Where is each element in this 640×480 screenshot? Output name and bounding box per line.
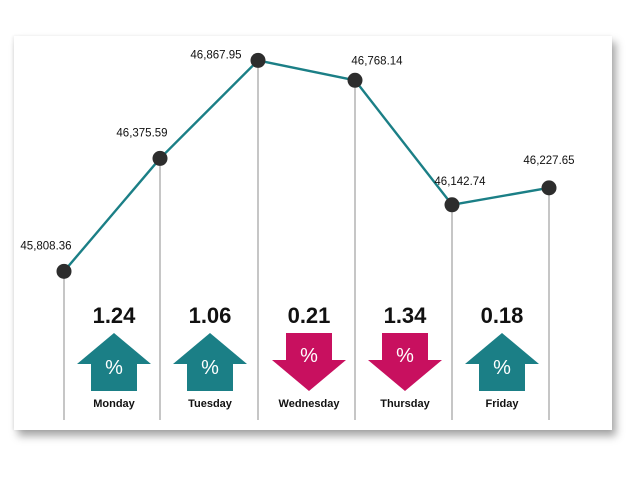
- day-label-3: Thursday: [380, 398, 430, 410]
- data-point-4: [444, 197, 460, 213]
- day-label-1: Tuesday: [188, 398, 233, 410]
- value-label-3: 46,768.14: [351, 55, 403, 67]
- day-label-4: Friday: [485, 398, 519, 410]
- percent-symbol-1: %: [201, 357, 219, 379]
- data-point-5: [541, 180, 557, 196]
- value-label-1: 46,375.59: [116, 127, 167, 139]
- day-label-0: Monday: [93, 398, 135, 410]
- up-arrow-icon-0: [77, 333, 151, 391]
- data-point-0: [56, 263, 72, 279]
- percent-symbol-3: %: [396, 345, 414, 367]
- change-value-3: 1.34: [384, 303, 428, 328]
- data-point-3: [347, 72, 363, 88]
- day-label-2: Wednesday: [279, 398, 341, 410]
- up-arrow-icon-4: [465, 333, 539, 391]
- value-label-4: 46,142.74: [434, 176, 486, 188]
- percent-symbol-0: %: [105, 357, 123, 379]
- change-value-1: 1.06: [189, 303, 232, 328]
- up-arrow-icon-1: [173, 333, 247, 391]
- change-value-4: 0.18: [481, 303, 524, 328]
- series-line: [63, 59, 550, 273]
- percent-symbol-2: %: [300, 345, 318, 367]
- value-label-5: 46,227.65: [523, 155, 574, 167]
- down-arrow-icon-3: [368, 333, 442, 391]
- change-value-0: 1.24: [93, 303, 137, 328]
- change-value-2: 0.21: [288, 303, 331, 328]
- value-label-0: 45,808.36: [20, 240, 71, 252]
- percent-symbol-4: %: [493, 357, 511, 379]
- data-point-1: [152, 150, 168, 166]
- data-point-2: [250, 52, 266, 68]
- down-arrow-icon-2: [272, 333, 346, 391]
- value-label-2: 46,867.95: [190, 49, 241, 61]
